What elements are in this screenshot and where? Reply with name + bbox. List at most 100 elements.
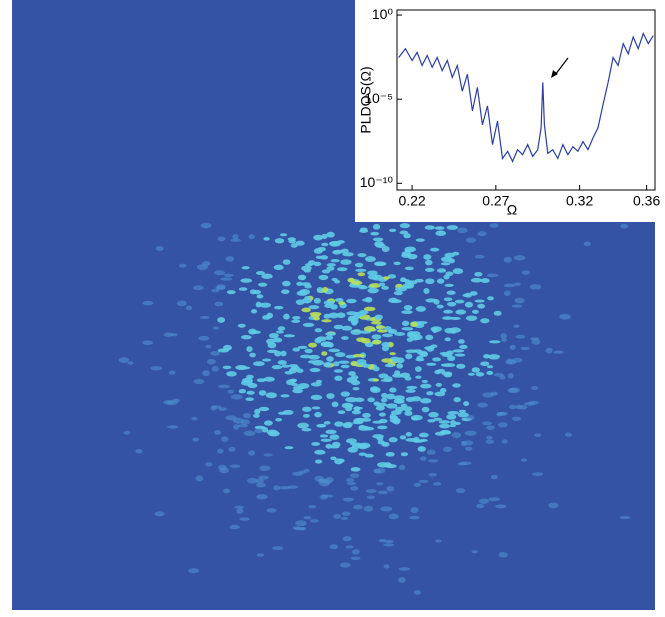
field-spot (443, 447, 452, 452)
field-spot (274, 265, 284, 270)
field-spot (326, 232, 334, 238)
field-spot (360, 227, 368, 231)
field-spot (351, 467, 361, 472)
field-spot (443, 310, 453, 314)
field-spot (254, 429, 263, 433)
field-spot (502, 439, 508, 443)
field-spot (308, 260, 316, 265)
field-spot (169, 371, 176, 375)
field-spot (512, 358, 523, 363)
field-spot (474, 272, 482, 277)
field-spot (218, 385, 230, 389)
field-spot (379, 282, 385, 286)
field-spot (406, 397, 415, 402)
field-spot (315, 460, 323, 464)
field-spot (350, 473, 359, 478)
field-spot (416, 321, 428, 324)
field-spot (156, 246, 164, 251)
field-spot (414, 483, 421, 487)
field-spot (410, 322, 417, 327)
field-spot (264, 420, 273, 425)
field-spot (437, 268, 446, 272)
field-spot (351, 557, 361, 560)
field-spot (365, 256, 376, 262)
field-spot (334, 421, 344, 426)
field-spot (374, 262, 385, 267)
field-spot (425, 335, 433, 341)
field-spot (487, 273, 499, 277)
field-spot (186, 306, 192, 311)
field-spot (367, 496, 375, 500)
field-spot (512, 417, 521, 421)
field-spot (308, 343, 317, 348)
field-spot (286, 379, 295, 385)
field-spot (281, 289, 289, 294)
field-spot (193, 285, 204, 290)
field-spot (437, 369, 445, 373)
field-spot (275, 418, 282, 422)
field-spot (226, 256, 235, 261)
field-spot (259, 390, 267, 396)
field-spot (513, 324, 519, 328)
field-spot (389, 514, 399, 520)
field-spot (321, 351, 327, 356)
field-spot (327, 263, 336, 267)
field-spot (465, 302, 473, 308)
field-spot (340, 562, 350, 567)
field-spot (422, 380, 428, 383)
field-spot (119, 357, 130, 363)
field-spot (495, 504, 506, 508)
field-spot (249, 353, 256, 358)
field-spot (403, 233, 410, 238)
field-spot (499, 412, 507, 416)
field-spot (393, 262, 400, 265)
field-spot (155, 511, 165, 516)
field-spot (489, 340, 501, 343)
field-spot (325, 430, 336, 435)
field-spot (284, 334, 295, 337)
field-spot (390, 413, 396, 419)
field-spot (241, 419, 250, 425)
field-spot (320, 434, 328, 437)
field-spot (373, 224, 380, 230)
field-spot (338, 361, 349, 364)
field-spot (317, 424, 326, 428)
field-spot (194, 379, 205, 384)
field-spot (230, 525, 240, 529)
field-spot (217, 317, 225, 323)
field-spot (327, 266, 335, 271)
field-spot (508, 373, 514, 379)
field-spot (280, 394, 289, 397)
field-spot (213, 326, 219, 329)
field-spot (475, 299, 485, 302)
field-spot (308, 305, 319, 309)
field-spot (321, 439, 332, 442)
field-spot (228, 447, 235, 452)
field-spot (274, 306, 283, 309)
field-spot (534, 433, 541, 437)
field-spot (275, 238, 284, 243)
field-spot (262, 358, 271, 361)
field-spot (341, 517, 348, 520)
field-spot (425, 260, 432, 266)
y-tick-label: 10⁻⁵ (364, 90, 393, 106)
field-spot (362, 413, 371, 418)
field-spot (284, 446, 293, 449)
field-spot (431, 326, 442, 332)
field-spot (427, 419, 435, 422)
field-spot (253, 361, 265, 366)
field-spot (480, 318, 489, 323)
field-spot (188, 568, 199, 573)
field-spot (455, 310, 466, 315)
field-spot (357, 253, 366, 257)
field-spot (299, 289, 310, 295)
field-spot (351, 319, 359, 324)
field-spot (486, 425, 495, 430)
field-spot (404, 411, 412, 416)
field-spot (443, 363, 455, 367)
field-spot (325, 332, 336, 336)
field-spot (406, 386, 417, 389)
field-spot (167, 425, 178, 428)
field-spot (226, 371, 237, 376)
field-spot (445, 337, 451, 341)
